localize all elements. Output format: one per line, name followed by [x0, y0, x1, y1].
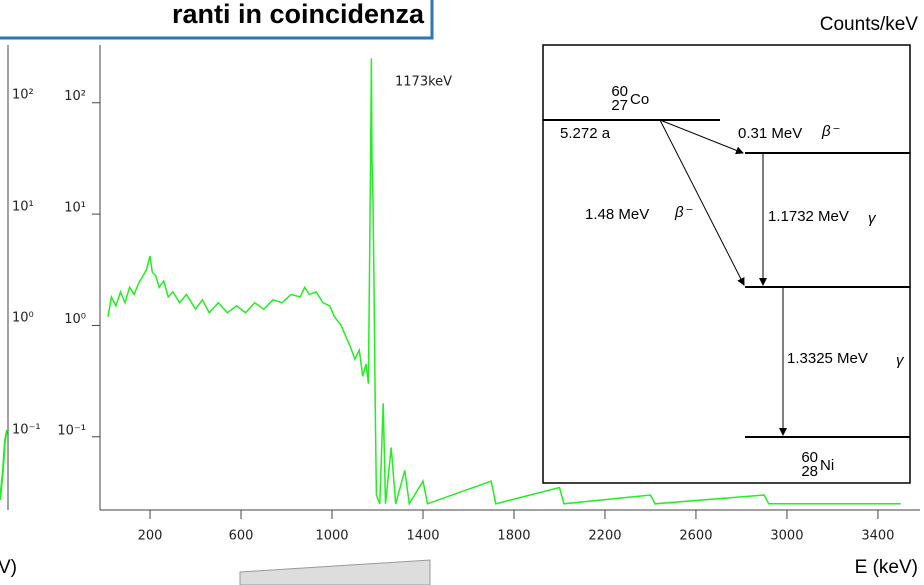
- gamma1-particle: γ: [868, 210, 877, 227]
- title-box: [0, 0, 434, 40]
- peak-annotation: 1173keV: [395, 75, 452, 90]
- left-tick-label: 10⁰: [12, 311, 34, 326]
- parent-atomic: 27: [611, 97, 628, 114]
- gamma2-energy: 1.3325 MeV: [787, 350, 868, 367]
- parent-mass: 60: [611, 83, 628, 100]
- daughter-mass: 60: [801, 449, 818, 466]
- decay-scheme: 60 27 Co 5.272 a 0.31 MeV β⁻ 1.48 MeV β⁻…: [542, 44, 911, 484]
- left-tick-label: 10¹: [12, 200, 34, 215]
- spectrum: [107, 58, 901, 507]
- half-life: 5.272 a: [560, 125, 611, 142]
- device-image: [239, 559, 431, 585]
- y-tick-label: 10⁰: [64, 312, 86, 327]
- left-trace: [0, 429, 8, 501]
- x-tick-label: 1400: [406, 529, 439, 544]
- left-x-label: V): [0, 557, 17, 578]
- x-tick-label: 600: [229, 529, 254, 544]
- left-tick-label: 10⁻¹: [12, 423, 41, 438]
- beta-arrow: [659, 119, 745, 286]
- beta1-particle: β⁻: [821, 123, 840, 140]
- gamma1-energy: 1.1732 MeV: [768, 208, 849, 225]
- x-tick-label: 2600: [679, 529, 712, 544]
- y-axis-label: Counts/keV: [820, 14, 919, 35]
- gamma2-particle: γ: [896, 352, 905, 369]
- y-tick-label: 10²: [64, 89, 86, 104]
- beta2-particle: β⁻: [674, 204, 693, 221]
- daughter-atomic: 28: [801, 463, 818, 480]
- x-tick-label: 200: [138, 529, 163, 544]
- y-tick-label: 10⁻¹: [57, 423, 86, 438]
- beta-arrow: [659, 119, 744, 155]
- inset-box: [542, 44, 911, 484]
- beta2-energy: 1.48 MeV: [585, 206, 649, 223]
- x-axis-label: E (keV): [855, 557, 918, 578]
- x-tick-label: 1800: [497, 529, 530, 544]
- x-tick-label: 1000: [315, 529, 348, 544]
- title: ranti in coincidenza: [172, 0, 425, 29]
- x-tick-label: 3000: [770, 529, 803, 544]
- x-tick-label: 2200: [588, 529, 621, 544]
- parent-symbol: Co: [630, 91, 649, 108]
- left-tick-label: 10²: [12, 88, 34, 103]
- beta1-energy: 0.31 MeV: [738, 125, 802, 142]
- daughter-symbol: Ni: [820, 457, 834, 474]
- x-tick-label: 3400: [861, 529, 894, 544]
- plot: 10² 10¹ 10⁰ 10⁻¹ 200 600 1000 1400 1800 2200 2600 3…: [57, 45, 920, 544]
- y-tick-label: 10¹: [64, 201, 86, 216]
